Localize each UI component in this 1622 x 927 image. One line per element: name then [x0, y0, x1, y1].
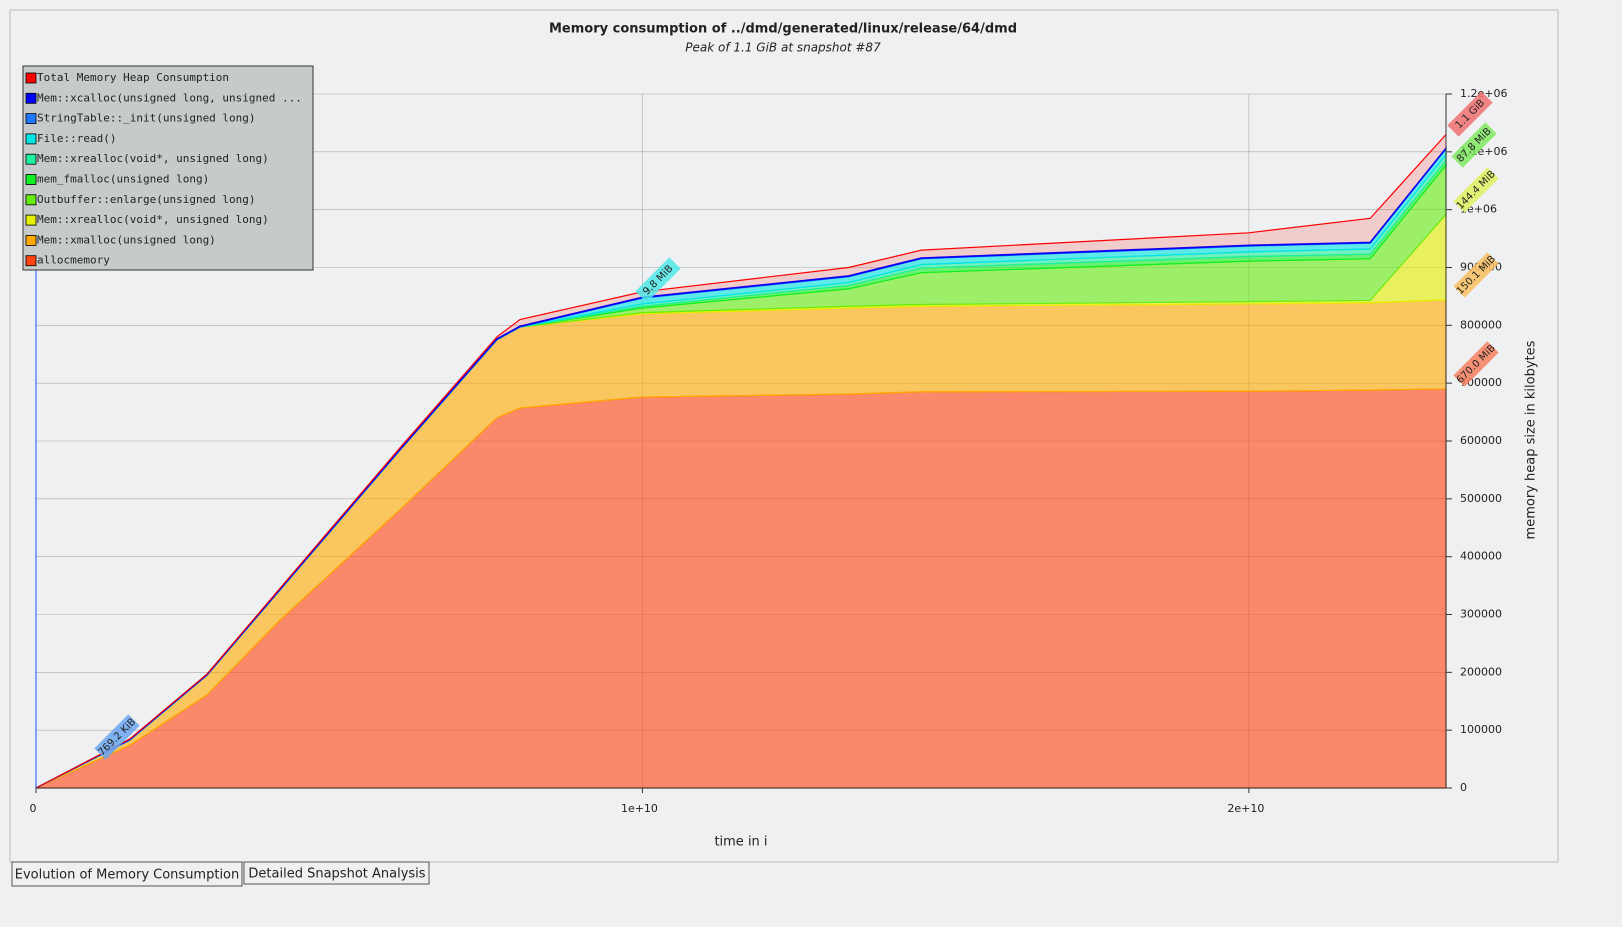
chart-subtitle: Peak of 1.1 GiB at snapshot #87 [685, 41, 881, 55]
legend-swatch [25, 153, 37, 165]
y-tick-label: 300000 [1460, 608, 1502, 621]
annotation-bg [1453, 167, 1499, 213]
annotation-bg [1453, 341, 1499, 387]
annotation-bg [94, 714, 140, 760]
legend-label: mem_fmalloc(unsigned long) [37, 173, 209, 186]
legend: Total Memory Heap ConsumptionMem::xcallo… [22, 65, 314, 271]
legend-label: File::read() [37, 132, 116, 145]
legend-swatch [25, 113, 37, 124]
legend-label: Mem::xrealloc(void*, unsigned long) [37, 213, 269, 226]
x-axis-label: time in i [714, 835, 767, 850]
y-tick-label: 100000 [1460, 723, 1502, 736]
x-tick-label: 1e+10 [621, 802, 658, 815]
annotation-bg [1453, 252, 1499, 298]
total-line [35, 134, 1447, 789]
annotation-bg [1447, 91, 1493, 137]
tab-active[interactable] [11, 861, 243, 887]
y-tick-label: 1.2e+06 [1460, 87, 1507, 100]
legend-label: Total Memory Heap Consumption [37, 71, 229, 84]
legend-label: Outbuffer::enlarge(unsigned long) [37, 193, 256, 206]
tab-bar: Evolution of Memory Consumption Detailed… [11, 861, 430, 887]
tab[interactable] [243, 861, 430, 885]
legend-swatch [25, 72, 37, 84]
y-tick-label: 200000 [1460, 665, 1502, 678]
legend-swatch [25, 174, 37, 185]
x-tick-label: 0 [30, 802, 37, 815]
y-tick-label: 500000 [1460, 492, 1502, 505]
legend-swatch [25, 255, 37, 267]
y-tick-label: 600000 [1460, 434, 1502, 447]
plot: 0100000200000300000400000500000600000700… [30, 87, 1508, 815]
x-tick-label: 2e+10 [1227, 802, 1264, 815]
legend-label: allocmemory [37, 254, 110, 267]
legend-swatch [25, 92, 37, 104]
y-tick-label: 400000 [1460, 550, 1502, 563]
legend-label: StringTable::_init(unsigned long) [37, 112, 256, 125]
annotation-bg [635, 257, 681, 303]
legend-box [22, 65, 314, 271]
y-tick-label: 800000 [1460, 318, 1502, 331]
legend-label: Mem::xrealloc(void*, unsigned long) [37, 152, 269, 165]
y-axis-label: memory heap size in kilobytes [1524, 340, 1539, 539]
chart-title: Memory consumption of ../dmd/generated/l… [549, 22, 1017, 37]
tab-label[interactable]: Detailed Snapshot Analysis [248, 867, 425, 882]
legend-swatch [25, 194, 37, 206]
legend-label: Mem::xmalloc(unsigned long) [37, 233, 216, 246]
tab-label[interactable]: Evolution of Memory Consumption [15, 868, 240, 883]
legend-swatch [25, 234, 37, 246]
annotation-bg [1451, 122, 1497, 168]
legend-swatch [25, 133, 37, 145]
y-tick-label: 0 [1460, 781, 1467, 794]
legend-label: Mem::xcalloc(unsigned long, unsigned ... [37, 91, 302, 104]
legend-swatch [25, 214, 37, 226]
